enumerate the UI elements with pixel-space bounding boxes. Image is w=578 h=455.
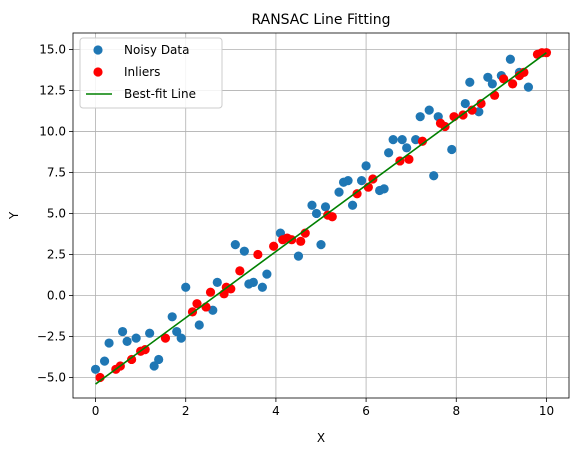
inlier-point [235, 266, 245, 276]
noisy-data-point [167, 312, 177, 322]
noisy-data-point [379, 184, 389, 194]
noisy-data-point [307, 200, 317, 210]
noisy-data-point [347, 200, 358, 210]
noisy-data-point [154, 354, 164, 365]
y-tick-label: 0.0 [47, 288, 66, 302]
y-tick-label: −2.5 [37, 329, 66, 343]
inlier-point [140, 345, 150, 355]
y-tick-label: 7.5 [47, 165, 66, 179]
plot-marks [90, 48, 552, 385]
legend-label: Inliers [124, 65, 160, 79]
inlier-point [417, 136, 428, 146]
inlier-point [508, 79, 518, 89]
noisy-data-point [415, 112, 425, 122]
noisy-data-point [334, 187, 344, 197]
noisy-data-point [149, 361, 159, 371]
noisy-data-point [523, 82, 534, 92]
noisy-data-point [145, 328, 155, 338]
noisy-data-point [257, 282, 267, 292]
inlier-point [160, 333, 171, 343]
inlier-point [205, 287, 216, 297]
noisy-data-point [311, 208, 322, 219]
y-tick-label: 10.0 [39, 124, 66, 138]
noisy-data-point [429, 171, 439, 181]
noisy-data-point [361, 161, 371, 171]
noisy-data-point [176, 333, 186, 343]
noisy-data-point [402, 143, 412, 153]
noisy-data-point [384, 148, 394, 158]
y-tick-label: 12.5 [39, 83, 66, 97]
noisy-data-point [230, 240, 240, 250]
y-tick-label: −5.0 [37, 370, 66, 384]
noisy-data-point [447, 144, 457, 155]
noisy-data-point [181, 282, 191, 292]
noisy-data-point [316, 240, 326, 250]
x-tick-label: 0 [92, 404, 100, 418]
inlier-point [467, 105, 477, 115]
y-tick-label: 5.0 [47, 206, 66, 220]
noisy-data-point [356, 176, 367, 186]
legend-marker [93, 45, 103, 55]
inlier-point [404, 154, 414, 164]
noisy-data-point [194, 320, 204, 330]
noisy-data-point [118, 326, 128, 337]
x-tick-label: 4 [272, 404, 280, 418]
noisy-data-point [320, 202, 331, 212]
legend-label: Noisy Data [124, 43, 189, 57]
inlier-point [476, 98, 486, 109]
legend: Noisy Data Inliers Best-fit Line [79, 37, 223, 109]
noisy-data-point [388, 135, 398, 145]
axis-ticks: 0 2 4 6 8 10 −5.0 −2.5 0.0 2.5 5.0 7.5 10.0 12.5 15.0 [37, 42, 554, 418]
inlier-point [296, 236, 306, 246]
inlier-point [192, 299, 202, 309]
noisy-data-point [104, 338, 114, 348]
noisy-data-point [424, 105, 434, 115]
legend-marker [93, 67, 103, 77]
noisy-data-point [262, 269, 272, 279]
inlier-point [352, 189, 362, 199]
noisy-data-point [487, 79, 497, 89]
noisy-data-point [212, 277, 222, 287]
noisy-data-point [248, 277, 258, 287]
y-tick-label: 15.0 [39, 42, 66, 56]
noisy-data-point [239, 246, 249, 256]
x-tick-label: 2 [182, 404, 190, 418]
inlier-point [127, 354, 137, 365]
noisy-data-point [172, 326, 182, 337]
inlier-point [226, 284, 236, 294]
best-fit-line [95, 52, 547, 385]
noisy-data-point [293, 251, 304, 261]
noisy-data-point [343, 176, 353, 186]
plot-frame [72, 32, 570, 399]
noisy-data-point [122, 336, 132, 347]
x-tick-label: 8 [452, 404, 460, 418]
inlier-point [253, 249, 263, 260]
y-tick-label: 2.5 [47, 247, 66, 261]
inlier-point [269, 241, 279, 251]
inlier-point [490, 90, 500, 100]
noisy-data-point [465, 77, 475, 87]
y-axis-label: Y [7, 211, 21, 220]
noisy-data-point [90, 364, 101, 374]
noisy-data-point [460, 98, 470, 109]
x-tick-label: 6 [362, 404, 370, 418]
noisy-data-point [483, 72, 493, 82]
inlier-point [327, 212, 337, 222]
x-axis-label: X [317, 431, 325, 445]
legend-box [79, 37, 223, 109]
x-tick-label: 10 [539, 404, 554, 418]
noisy-data-point [505, 54, 515, 64]
noisy-data-point [397, 135, 407, 145]
noisy-data-point [99, 356, 110, 366]
noisy-data-point [131, 333, 141, 343]
chart-title: RANSAC Line Fitting [251, 12, 390, 28]
legend-label: Best-fit Line [124, 87, 196, 101]
inlier-point [499, 74, 509, 84]
